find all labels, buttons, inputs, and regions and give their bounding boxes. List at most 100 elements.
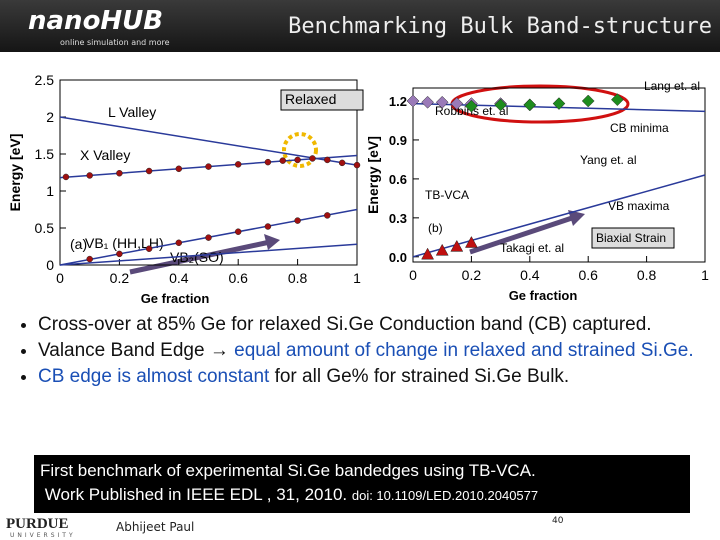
point (324, 212, 331, 219)
y-tick-label: 0.3 (389, 211, 407, 226)
x-tick-label: 0.8 (637, 267, 657, 283)
header: nanoHUB online simulation and more Bench… (0, 0, 720, 52)
footer: PURDUE UNIVERSITY Abhijeet Paul 40 (0, 514, 720, 540)
point (406, 94, 420, 108)
point (450, 239, 464, 252)
y-axis-label: Energy [eV] (7, 134, 23, 212)
point (309, 155, 316, 162)
point (86, 255, 93, 263)
point (450, 97, 464, 110)
x-tick-label: 0 (409, 267, 417, 283)
bullet-text: Cross-over at 85% Ge for relaxed Si.Ge C… (38, 314, 652, 335)
point (116, 250, 123, 258)
x-tick-label: 0.4 (169, 270, 189, 286)
x-tick-label: 0.2 (110, 270, 130, 286)
university-sub: UNIVERSITY (10, 532, 76, 539)
bullet-text: for all Ge% for strained Si.Ge Bulk. (269, 366, 570, 387)
x-axis-label: Ge fraction (509, 288, 578, 303)
y-tick-label: 0 (46, 257, 54, 273)
point (116, 169, 123, 177)
point (421, 95, 434, 109)
note: Work Published in IEEE EDL , 31, 2010. d… (40, 483, 690, 508)
x-tick-label: 0.2 (462, 267, 482, 283)
annotation: (b) (428, 221, 443, 235)
point (353, 161, 361, 169)
annotation: Biaxial Strain (596, 231, 666, 245)
point (175, 165, 183, 173)
x-axis-label: Ge fraction (141, 291, 210, 306)
x-tick-label: 0.8 (288, 270, 308, 286)
point (611, 93, 624, 107)
arrow (469, 214, 576, 255)
annotation: Yang et. al (580, 153, 636, 167)
point (145, 167, 153, 175)
point (264, 158, 272, 166)
annotation: L Valley (108, 104, 156, 120)
y-axis-label: Energy [eV] (365, 136, 381, 214)
line (59, 243, 358, 266)
annotation: VB maxima (608, 199, 670, 213)
note: Work Published in IEEE EDL , 31, 2010. (44, 485, 348, 504)
charts: 0 0.5 1 1.5 2 2.5 0 0.2 0.4 0.6 0.8 1 Energy [eV] Ge … (7, 72, 709, 306)
point (523, 98, 537, 112)
y-tick-label: 0.9 (389, 133, 407, 148)
point (205, 234, 212, 241)
point (552, 97, 566, 110)
bullet-text: equal amount of change in relaxed and st… (234, 340, 694, 361)
annotation: VB₂(SO) (170, 249, 224, 265)
legend-box (591, 227, 675, 249)
logo-sub: online simulation and more (60, 38, 170, 47)
x-tick-label: 0.6 (578, 267, 598, 283)
point (464, 236, 478, 248)
x-tick-label: 0.6 (228, 270, 248, 286)
y-tick-label: 1 (46, 183, 54, 199)
point (294, 217, 301, 224)
x-tick-label: 0 (56, 270, 64, 286)
page-number: 40 (552, 516, 564, 526)
y-tick-label: 0.0 (389, 250, 407, 265)
point (175, 239, 183, 247)
university: PURDUE (6, 516, 69, 532)
line (412, 174, 706, 258)
point (581, 94, 595, 108)
point (435, 243, 449, 256)
point (494, 98, 507, 112)
annotation: Lang et. al (644, 79, 700, 93)
legend-box (280, 89, 364, 111)
point (465, 99, 478, 113)
point (294, 156, 301, 164)
y-tick-label: 0.5 (35, 220, 55, 236)
bullet: Cross-over at 85% Ge for relaxed Si.Ge C… (38, 312, 714, 338)
y-tick-label: 1.5 (35, 146, 55, 162)
line (59, 116, 358, 166)
highlight (282, 132, 318, 168)
note-box: First benchmark of experimental Si.Ge ba… (34, 455, 690, 513)
annotation: CB minima (610, 121, 669, 135)
point (421, 247, 435, 260)
y-tick-label: 2.5 (35, 72, 55, 88)
point (62, 173, 70, 181)
bullet: Valance Band Edge → equal amount of chan… (38, 338, 714, 364)
annotation: (a) (70, 236, 87, 252)
point (324, 156, 331, 164)
point (264, 223, 272, 230)
arrow (129, 239, 271, 275)
annotation: X Valley (80, 147, 130, 163)
point (86, 172, 93, 179)
plot-frame (59, 79, 358, 266)
annotation: TB-VCA (425, 188, 469, 202)
y-tick-label: 1.2 (389, 94, 407, 109)
point (435, 95, 449, 109)
author: Abhijeet Paul (116, 520, 195, 534)
bullet-text: CB edge is almost constant (38, 366, 270, 387)
note: First benchmark of experimental Si.Ge ba… (40, 461, 536, 480)
logo: nanoHUB (28, 6, 164, 36)
y-tick-label: 2 (46, 109, 54, 125)
point (145, 245, 153, 252)
bullet-text: Valance Band Edge → (38, 340, 235, 361)
y-tick-label: 0.6 (389, 172, 407, 187)
point (205, 163, 212, 170)
bullets: Cross-over at 85% Ge for relaxed Si.Ge C… (22, 312, 714, 390)
annotation: Relaxed (285, 91, 336, 107)
